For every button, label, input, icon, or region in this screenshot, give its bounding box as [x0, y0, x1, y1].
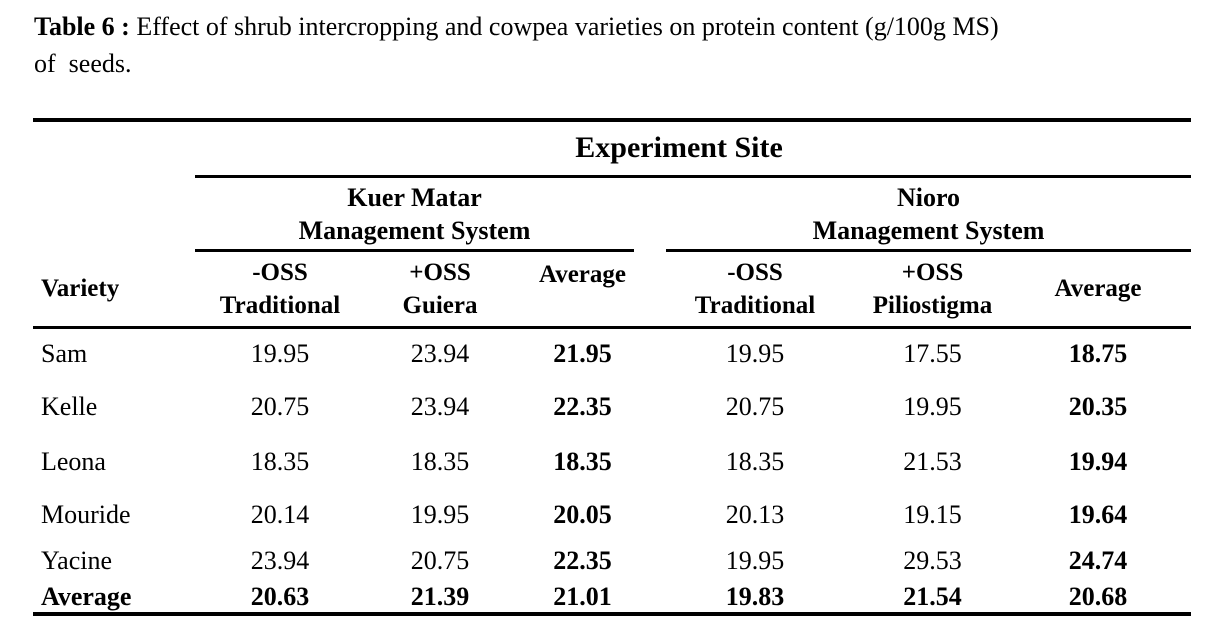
value-cell: 20.75: [725, 391, 785, 421]
value-cell: 17.55: [903, 338, 962, 368]
value-cell: 21.54: [903, 582, 962, 611]
variety-cell: Sam: [41, 338, 88, 368]
value-cell-average: 20.35: [1068, 391, 1128, 421]
table-row-leona: Leona 18.35 18.35 18.35 18.35 21.53 19.9…: [33, 434, 1191, 490]
group-nioro: Nioro Management System: [666, 181, 1192, 252]
table-body: Sam 19.95 23.94 21.95 19.95 17.55 18.75 …: [33, 327, 1191, 614]
col-header-line1: -OSS: [727, 258, 783, 286]
variety-cell: Kelle: [41, 391, 98, 421]
group-subtitle: Management System: [812, 216, 1045, 245]
col-header-km-average: Average: [515, 252, 650, 329]
value-cell-average: 19.94: [1068, 447, 1128, 476]
experiment-site-row: Experiment Site: [33, 120, 1192, 178]
value-cell: 18.35: [410, 447, 470, 476]
value-cell: 29.53: [903, 545, 962, 575]
group-kuer-matar-cell: Kuer Matar Management System: [195, 176, 650, 252]
caption-line-2: of seeds.: [34, 49, 132, 78]
value-cell: 23.94: [250, 545, 310, 575]
variety-column-header: Variety: [33, 252, 195, 329]
value-cell: 21.53: [903, 447, 962, 476]
caption-line-1: Table 6 : Effect of shrub intercropping …: [34, 8, 1214, 45]
table-caption: Table 6 : Effect of shrub intercropping …: [34, 8, 1214, 82]
value-cell: 23.94: [410, 338, 470, 368]
value-cell-average: 22.35: [553, 391, 612, 421]
value-cell: 20.13: [725, 499, 785, 529]
variety-cell: Average: [41, 582, 132, 611]
value-cell: 19.95: [725, 545, 785, 575]
col-header-line1: +OSS: [901, 258, 964, 286]
group-nioro-cell: Nioro Management System: [650, 176, 1192, 252]
value-cell-average: 24.74: [1068, 545, 1128, 575]
value-cell: 19.15: [903, 499, 962, 529]
col-header-line1: +OSS: [409, 258, 471, 286]
col-header-nioro-oss-trad: -OSS Traditional: [650, 252, 860, 329]
variety-cell: Leona: [41, 447, 106, 476]
experiment-site-header: Experiment Site: [195, 120, 1192, 178]
empty-stub-cell: [33, 120, 195, 176]
value-cell: 20.75: [250, 391, 310, 421]
value-cell: 19.83: [725, 582, 785, 611]
group-subtitle: Management System: [298, 216, 531, 245]
table-row-mouride: Mouride 20.14 19.95 20.05 20.13 19.15 19…: [33, 490, 1191, 539]
column-header-row: Variety -OSS Traditional +OSS Guiera Ave…: [33, 252, 1192, 329]
value-cell-average: 20.05: [553, 499, 612, 529]
variety-cell: Mouride: [41, 499, 131, 529]
col-header-line2: Traditional: [219, 291, 341, 319]
group-kuer-matar: Kuer Matar Management System: [195, 181, 634, 252]
col-header-km-oss-guiera: +OSS Guiera: [365, 252, 515, 329]
value-cell-average: 18.75: [1068, 338, 1128, 368]
table-header: Experiment Site Kuer Matar Management Sy…: [33, 120, 1192, 329]
value-cell: 18.35: [725, 447, 785, 476]
col-header-nioro-average: Average: [1005, 252, 1192, 329]
value-cell-average: 19.64: [1068, 499, 1128, 529]
protein-content-table: Experiment Site Kuer Matar Management Sy…: [33, 118, 1192, 616]
col-header-line2: Piliostigma: [872, 291, 993, 319]
value-cell-average: 21.01: [553, 582, 612, 611]
value-cell: 19.95: [250, 338, 310, 368]
value-cell: 19.95: [725, 338, 785, 368]
table-row-kelle: Kelle 20.75 23.94 22.35 20.75 19.95 20.3…: [33, 379, 1191, 434]
value-cell: 19.95: [410, 499, 470, 529]
value-cell: 20.14: [250, 499, 310, 529]
table-row-sam: Sam 19.95 23.94 21.95 19.95 17.55 18.75: [33, 327, 1191, 379]
value-cell: 20.63: [250, 582, 310, 611]
caption-text: Effect of shrub intercropping and cowpea…: [129, 12, 999, 41]
table-row-average-summary: Average 20.63 21.39 21.01 19.83 21.54 20…: [33, 582, 1191, 614]
empty-stub-cell: [33, 176, 195, 252]
value-cell: 19.95: [903, 391, 962, 421]
col-header-line1: -OSS: [252, 258, 308, 286]
group-name: Nioro: [896, 183, 961, 212]
col-header-line2: Guiera: [402, 291, 478, 319]
col-header-km-oss-trad: -OSS Traditional: [195, 252, 365, 329]
variety-cell: Yacine: [41, 545, 113, 575]
value-cell-average: 18.35: [553, 447, 612, 476]
value-cell-average: 21.95: [553, 338, 612, 368]
value-cell-average: 22.35: [553, 545, 612, 575]
table-row-yacine: Yacine 23.94 20.75 22.35 19.95 29.53 24.…: [33, 539, 1191, 582]
col-header-line2: Traditional: [694, 291, 816, 319]
group-name: Kuer Matar: [347, 183, 482, 212]
value-cell: 21.39: [410, 582, 470, 611]
value-cell: 20.75: [410, 545, 470, 575]
col-header-nioro-oss-piliostigma: +OSS Piliostigma: [860, 252, 1005, 329]
value-cell: 23.94: [410, 391, 470, 421]
value-cell: 18.35: [250, 447, 310, 476]
value-cell-average: 20.68: [1068, 582, 1128, 611]
site-group-row: Kuer Matar Management System Nioro Manag…: [33, 176, 1192, 252]
caption-label: Table 6 :: [34, 12, 130, 41]
